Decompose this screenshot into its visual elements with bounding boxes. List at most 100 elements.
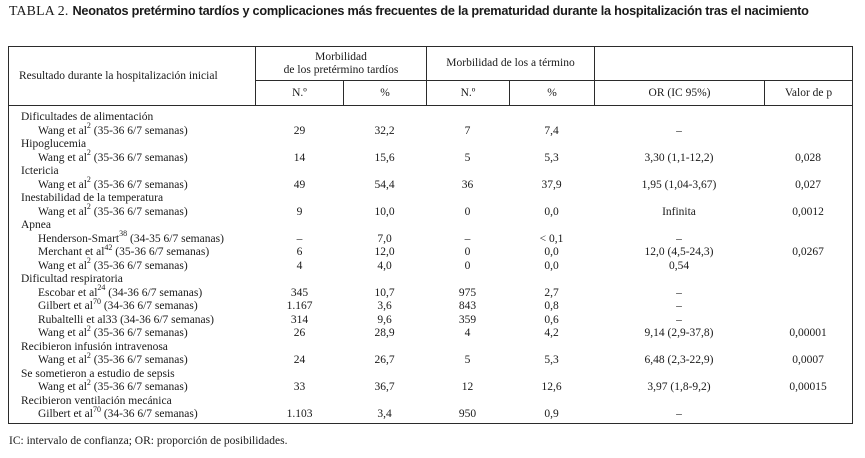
table-cell: 3,6 <box>377 300 392 312</box>
table-cell: 24 <box>293 354 306 366</box>
table-cell: 975 <box>458 286 477 299</box>
study-author: Wang et al <box>38 205 87 218</box>
study-row: Henderson-Smart38 (34-35 6/7 semanas) – 7,… <box>9 230 852 247</box>
table-cell: 12,0 <box>374 246 395 258</box>
category-label: Ictericia <box>21 165 59 177</box>
table-cell: 36 <box>461 178 474 191</box>
study-author: Wang et al <box>38 151 87 164</box>
header-n-preterm: N.º <box>292 87 307 99</box>
study-weeks: (34-36 6/7 semanas) <box>100 408 198 420</box>
table-cell: 0,9 <box>544 408 559 420</box>
study-row: Wang et al2 (35-36 6/7 semanas) 26 28,9 4 4,… <box>9 323 852 341</box>
table-cell: 32,2 <box>374 124 395 137</box>
table-cell: 4,2 <box>544 327 559 339</box>
study-label: Rubaltelli et al33 (34-36 6/7 semanas) <box>9 314 256 328</box>
study-author: Merchant et al <box>38 246 105 258</box>
table-cell: 3,97 (1,8-9,2) <box>647 381 711 393</box>
study-row: Wang et al2 (35-36 6/7 semanas) 49 54,4 36 3… <box>9 176 852 193</box>
table-cell <box>764 408 852 422</box>
study-weeks: (35-36 6/7 semanas) <box>112 246 210 258</box>
table-cell: 14 <box>293 151 306 164</box>
table-cell <box>764 125 852 139</box>
reference-superscript: 2 <box>86 202 91 212</box>
study-author: Wang et al <box>38 259 87 272</box>
table-cell: 359 <box>458 313 477 326</box>
table-cell: – <box>676 232 682 245</box>
table-cell <box>764 287 852 301</box>
study-row: Escobar et al24 (34-36 6/7 semanas) 345 10… <box>9 284 852 301</box>
table-header: Resultado durante la hospitalización ini… <box>9 47 852 106</box>
study-weeks: (34-36 6/7 semanas) <box>105 286 203 299</box>
category-row: Hipoglucemia <box>9 138 852 152</box>
table-cell: 5,3 <box>544 151 559 164</box>
study-author: Henderson-Smart <box>38 232 120 245</box>
table-cell: 1,95 (1,04-3,67) <box>641 178 717 191</box>
table-title-text: Neonatos pretérmino tardíos y complicaci… <box>72 4 809 18</box>
reference-superscript: 2 <box>86 350 91 360</box>
table-cell: 314 <box>290 313 309 326</box>
table-cell: 4 <box>296 259 303 272</box>
table-cell: 0 <box>464 205 471 218</box>
table-cell: 9,14 (2,9-37,8) <box>644 327 714 339</box>
table-number-label: TABLA 2. <box>9 3 69 18</box>
table-cell: 5 <box>464 151 471 164</box>
header-group-preterm-line1: Morbilidad <box>315 50 367 63</box>
table-cell: 4,0 <box>377 259 392 272</box>
study-label: Wang et al2 (35-36 6/7 semanas) <box>9 257 256 274</box>
table-title: TABLA 2. Neonatos pretérmino tardíos y c… <box>9 3 857 19</box>
table-cell: 10,7 <box>374 286 395 299</box>
table-cell: 3,30 (1,1-12,2) <box>644 151 714 164</box>
table-cell: – <box>464 232 471 245</box>
table-cell: 5,3 <box>544 354 559 366</box>
study-row: Wang et al2 (35-36 6/7 semanas) 9 10,0 0 0,0… <box>9 203 852 220</box>
table-cell: 6,48 (2,3-22,9) <box>644 354 714 366</box>
study-author: Rubaltelli et al33 <box>38 313 118 326</box>
study-label: Henderson-Smart38 (34-35 6/7 semanas) <box>9 230 256 247</box>
category-row: Ictericia <box>9 165 852 179</box>
table-cell: 0,0267 <box>792 246 824 258</box>
table-cell: 29 <box>293 124 306 137</box>
table-cell: – <box>676 300 682 312</box>
table-cell: – <box>676 286 682 299</box>
study-label: Wang et al2 (35-36 6/7 semanas) <box>9 350 256 368</box>
table-cell <box>764 314 852 328</box>
table-cell: 33 <box>293 381 306 393</box>
table-cell: 12,6 <box>541 381 562 393</box>
category-label: Recibieron infusión intravenosa <box>21 340 168 353</box>
study-weeks: (34-35 6/7 semanas) <box>127 232 224 245</box>
table-cell: 950 <box>458 408 477 420</box>
data-table: Resultado durante la hospitalización ini… <box>8 46 853 424</box>
table-cell: 0,54 <box>668 259 690 272</box>
table-cell: 10,0 <box>374 205 395 218</box>
header-n-term: N.º <box>426 81 509 105</box>
table-cell: 5 <box>464 354 471 366</box>
category-row: Apnea <box>9 219 852 233</box>
header-resultado: Resultado durante la hospitalización ini… <box>9 47 256 105</box>
table-cell: 0,00015 <box>789 381 827 393</box>
reference-superscript: 2 <box>86 175 91 185</box>
table-cell: 37,9 <box>541 178 562 191</box>
table-cell: 36,7 <box>374 381 395 393</box>
table-cell: 28,9 <box>374 327 395 339</box>
table-cell <box>764 260 852 274</box>
category-label: Recibieron ventilación mecánica <box>21 394 172 407</box>
table-cell: 0 <box>464 259 471 272</box>
table-cell: 1.167 <box>286 300 313 312</box>
table-cell: 54,4 <box>374 178 395 191</box>
study-weeks: (35-36 6/7 semanas) <box>90 327 188 339</box>
table-cell: 345 <box>290 286 309 299</box>
table-cell: 12,0 (4,5-24,3) <box>644 246 714 258</box>
study-weeks: (34-36 6/7 semanas) <box>100 300 198 312</box>
table-cell <box>764 233 852 247</box>
header-group-preterm: Morbilidad de los pretérmino tardíos <box>256 47 426 81</box>
study-row: Wang et al2 (35-36 6/7 semanas) 4 4,0 0 0,0 0… <box>9 257 852 274</box>
table-cell: 0,0 <box>544 246 559 258</box>
reference-superscript: 2 <box>86 323 91 333</box>
table-cell: 49 <box>293 178 306 191</box>
study-label: Escobar et al24 (34-36 6/7 semanas) <box>9 284 256 301</box>
study-row: Wang et al2 (35-36 6/7 semanas) 29 32,2 7 7,… <box>9 122 852 139</box>
study-label: Wang et al2 (35-36 6/7 semanas) <box>9 149 256 166</box>
table-cell: – <box>296 232 303 245</box>
header-group-preterm-line2: de los pretérmino tardíos <box>283 63 399 76</box>
